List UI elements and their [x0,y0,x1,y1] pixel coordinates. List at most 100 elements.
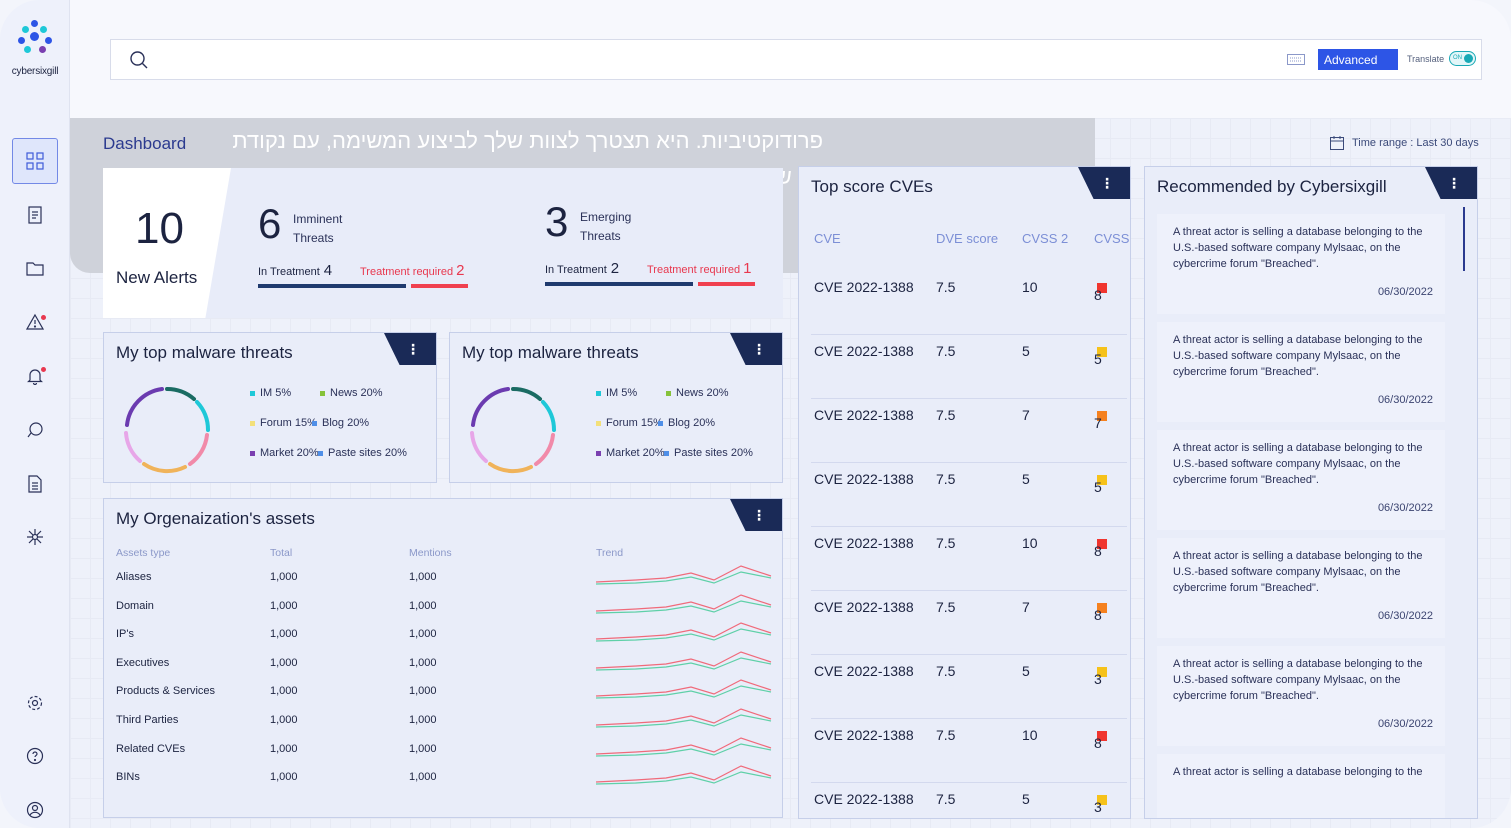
asset-total: 1,000 [270,714,298,726]
table-row[interactable]: CVE 2022-1388 7.5 10 8 [811,527,1127,591]
table-row[interactable]: Products & Services 1,000 1,000 [116,679,776,713]
table-row[interactable]: CVE 2022-1388 7.5 5 3 [811,655,1127,719]
recommendation-text: A threat actor is selling a database bel… [1173,550,1423,594]
logo[interactable]: cybersixgill [0,20,70,77]
severity-indicator [1097,475,1107,485]
more-vertical-icon: ⋮ [406,341,420,357]
imminent-threats-label: Imminent Threats [293,212,343,245]
legend-item: Blog 20% [658,417,715,429]
sidebar-item-folder[interactable] [12,245,58,291]
table-row[interactable]: CVE 2022-1388 7.5 10 8 [811,271,1127,335]
translate-toggle[interactable]: ON [1449,51,1476,66]
legend-item: News 20% [666,387,729,399]
alert-badge-dot [41,315,46,320]
table-row[interactable]: CVE 2022-1388 7.5 7 7 [811,399,1127,463]
table-row[interactable]: Aliases 1,000 1,000 [116,565,776,599]
sidebar-item-notifications[interactable] [12,353,58,399]
keyboard-icon[interactable] [1287,54,1305,65]
recommendation-item[interactable]: A threat actor is selling a database bel… [1157,538,1445,638]
sidebar-item-explore[interactable] [12,407,58,453]
card-title: My top malware threats [462,343,639,362]
card-menu-button[interactable]: ⋮ [1425,167,1477,199]
dashboard-grid-icon [26,152,44,170]
column-header: Mentions [409,547,452,559]
sidebar-item-dashboard[interactable] [12,138,58,184]
cybersixgill-logo-icon [18,20,52,54]
asset-mentions: 1,000 [409,628,437,641]
recommendation-item[interactable]: A threat actor is selling a database bel… [1157,754,1445,818]
recommendation-item[interactable]: A threat actor is selling a database bel… [1157,322,1445,422]
card-menu-button[interactable]: ⋮ [384,333,436,365]
table-row[interactable]: Executives 1,000 1,000 [116,651,776,685]
table-row[interactable]: CVE 2022-1388 7.5 10 8 [811,719,1127,783]
sidebar-item-alerts[interactable] [12,299,58,345]
trend-sparkline [596,679,772,699]
cve-id: CVE 2022-1388 [814,407,914,423]
scrollbar[interactable] [1463,207,1465,271]
severity-indicator [1097,539,1107,549]
asset-mentions: 1,000 [409,656,437,669]
calendar-icon [1330,136,1344,150]
table-row[interactable]: CVE 2022-1388 7.5 5 5 [811,463,1127,527]
recommendation-item[interactable]: A threat actor is selling a database bel… [1157,214,1445,314]
legend-item: Paste sites 20% [318,447,407,459]
table-row[interactable]: BINs 1,000 1,000 [116,765,776,799]
table-row[interactable]: Related CVEs 1,000 1,000 [116,736,776,771]
asset-type: Executives [116,656,170,669]
asset-mentions: 1,000 [409,771,437,784]
asset-type: Aliases [116,571,152,583]
gear-icon [27,695,43,711]
search-icon[interactable] [129,50,149,70]
imminent-threats-count: 6 [258,200,282,247]
advanced-search-button[interactable]: Advanced [1318,49,1398,70]
cve-id: CVE 2022-1388 [814,791,914,807]
recommendation-date: 06/30/2022 [1377,286,1433,298]
notification-badge-dot [41,367,46,372]
sidebar-item-integrations[interactable] [12,514,58,560]
sidebar-item-documents[interactable] [12,461,58,507]
trend-sparkline [596,651,772,671]
card-title: Top score CVEs [811,177,933,196]
sidebar-item-settings[interactable] [12,680,58,726]
recommendation-date: 06/30/2022 [1377,718,1433,730]
legend-item: Market 20% [596,447,665,459]
card-menu-button[interactable]: ⋮ [1078,167,1130,199]
legend-item: Market 20% [250,447,319,459]
recommendation-item[interactable]: A threat actor is selling a database bel… [1157,646,1445,746]
severity-indicator [1097,347,1107,357]
sidebar-item-profile[interactable] [12,787,58,828]
recommendation-item[interactable]: A threat actor is selling a database bel… [1157,430,1445,530]
toggle-state-label: ON [1453,55,1462,61]
table-row[interactable]: CVE 2022-1388 7.5 5 3 [811,783,1127,818]
column-header: Trend [596,547,624,559]
time-range-selector[interactable]: Time range : Last 30 days [1330,136,1479,150]
severity-indicator [1097,603,1107,613]
search-bar[interactable]: Advanced Translate ON [110,39,1482,80]
warning-icon [26,313,44,330]
asset-type: Products & Services [116,685,216,698]
malware-donut-chart [124,386,211,474]
dve-score: 7.5 [936,599,956,615]
page-title: Dashboard [103,134,187,153]
card-menu-button[interactable]: ⋮ [730,333,782,365]
dve-score: 7.5 [936,663,956,679]
table-row[interactable]: Third Parties 1,000 1,000 [116,708,776,742]
severity-indicator [1097,283,1107,293]
table-row[interactable]: IP's 1,000 1,000 [116,622,776,656]
table-row[interactable]: Domain 1,000 1,000 [116,593,776,628]
more-vertical-icon: ⋮ [752,341,766,357]
asset-type: Domain [116,599,154,612]
treatment-required-bar [411,284,468,288]
malware-threats-card: My top malware threats ⋮ IM 5% News 20% … [449,332,783,483]
card-menu-button[interactable]: ⋮ [730,499,782,531]
overlay-text: פרודוקטיביות. היא תצטרך לצוות שלך לביצוע… [232,128,823,153]
table-row[interactable]: CVE 2022-1388 7.5 5 5 [811,335,1127,399]
cvss3-score: 5 [1094,343,1107,367]
column-header: DVE score [936,231,999,246]
table-row[interactable]: CVE 2022-1388 7.5 7 8 [811,591,1127,655]
new-alerts-label: New Alerts [116,268,198,287]
asset-type: Third Parties [116,714,179,726]
sidebar-item-help[interactable] [12,733,58,779]
sidebar-item-reports[interactable] [12,192,58,238]
